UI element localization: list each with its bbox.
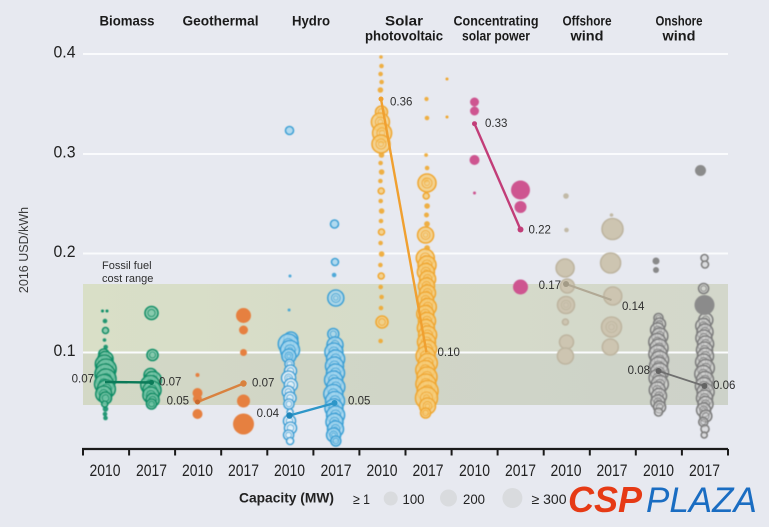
svg-text:0.3: 0.3 bbox=[54, 144, 76, 162]
svg-text:Fossil fuel: Fossil fuel bbox=[102, 260, 152, 272]
svg-text:Onshore: Onshore bbox=[656, 13, 703, 29]
svg-text:2017: 2017 bbox=[136, 462, 167, 480]
svg-text:0.36: 0.36 bbox=[390, 97, 412, 109]
svg-text:0.10: 0.10 bbox=[438, 347, 460, 359]
svg-text:0.33: 0.33 bbox=[485, 118, 507, 130]
svg-text:0.07: 0.07 bbox=[159, 377, 181, 389]
svg-text:2010: 2010 bbox=[90, 462, 121, 480]
svg-text:Offshore: Offshore bbox=[563, 13, 612, 29]
svg-text:0.08: 0.08 bbox=[628, 365, 650, 377]
svg-text:200: 200 bbox=[463, 491, 485, 507]
svg-text:2010: 2010 bbox=[551, 462, 582, 480]
svg-text:2010: 2010 bbox=[274, 462, 305, 480]
svg-text:2017: 2017 bbox=[321, 462, 352, 480]
svg-text:100: 100 bbox=[403, 491, 425, 507]
svg-text:Geothermal: Geothermal bbox=[183, 13, 259, 29]
svg-text:wind: wind bbox=[569, 28, 603, 44]
svg-text:2017: 2017 bbox=[228, 462, 259, 480]
svg-text:2010: 2010 bbox=[367, 462, 398, 480]
svg-text:photovoltaic: photovoltaic bbox=[365, 28, 443, 44]
svg-text:2010: 2010 bbox=[643, 462, 674, 480]
svg-text:wind: wind bbox=[661, 28, 695, 44]
svg-text:0.05: 0.05 bbox=[167, 396, 189, 408]
svg-text:≥ 300: ≥ 300 bbox=[532, 491, 567, 507]
svg-text:solar power: solar power bbox=[462, 28, 530, 44]
svg-text:≥ 1: ≥ 1 bbox=[353, 491, 370, 507]
svg-text:0.22: 0.22 bbox=[529, 225, 551, 237]
svg-text:0.4: 0.4 bbox=[54, 44, 76, 62]
svg-text:Concentrating: Concentrating bbox=[454, 13, 539, 29]
svg-text:2017: 2017 bbox=[413, 462, 444, 480]
svg-text:2010: 2010 bbox=[459, 462, 490, 480]
svg-text:2017: 2017 bbox=[505, 462, 536, 480]
svg-text:0.07: 0.07 bbox=[72, 374, 94, 386]
svg-text:Solar: Solar bbox=[385, 13, 424, 29]
svg-text:0.06: 0.06 bbox=[713, 380, 735, 392]
svg-text:2016 USD/kWh: 2016 USD/kWh bbox=[17, 207, 31, 293]
svg-text:0.05: 0.05 bbox=[348, 396, 370, 408]
svg-text:2017: 2017 bbox=[689, 462, 720, 480]
svg-text:2010: 2010 bbox=[182, 462, 213, 480]
svg-text:0.14: 0.14 bbox=[622, 301, 645, 313]
svg-text:2017: 2017 bbox=[597, 462, 628, 480]
svg-text:0.2: 0.2 bbox=[54, 243, 76, 261]
svg-text:Biomass: Biomass bbox=[100, 13, 155, 29]
svg-text:0.17: 0.17 bbox=[539, 280, 561, 292]
svg-text:cost range: cost range bbox=[102, 273, 153, 285]
svg-text:0.1: 0.1 bbox=[54, 342, 76, 360]
svg-text:0.04: 0.04 bbox=[257, 408, 280, 420]
svg-text:0.07: 0.07 bbox=[252, 378, 274, 390]
svg-text:PLAZA: PLAZA bbox=[646, 481, 757, 520]
svg-text:Hydro: Hydro bbox=[292, 13, 330, 29]
svg-text:CSP: CSP bbox=[568, 479, 643, 520]
svg-text:Capacity (MW): Capacity (MW) bbox=[239, 490, 334, 506]
